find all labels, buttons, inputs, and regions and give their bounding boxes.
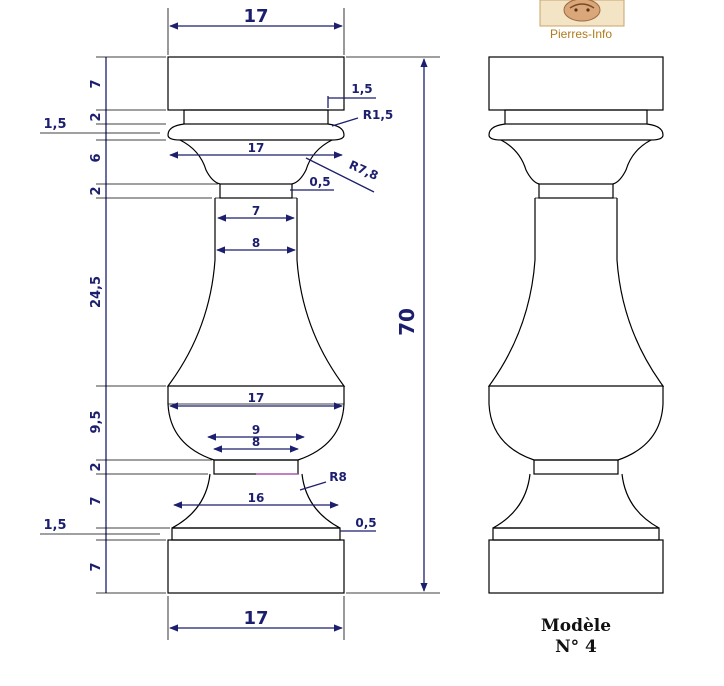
- model-caption: Modèle N° 4: [541, 616, 611, 657]
- dim-top-width: 17: [167, 6, 345, 55]
- svg-text:2: 2: [89, 462, 104, 471]
- svg-text:6: 6: [89, 153, 104, 162]
- svg-text:17: 17: [248, 141, 265, 155]
- svg-text:16: 16: [248, 491, 265, 505]
- svg-text:0,5: 0,5: [355, 516, 376, 530]
- svg-text:17: 17: [243, 608, 268, 629]
- svg-text:8: 8: [252, 236, 260, 250]
- svg-text:1,5: 1,5: [351, 82, 372, 96]
- flare-right: [291, 139, 333, 185]
- caption-line1: Modèle: [541, 616, 611, 636]
- svg-text:2: 2: [89, 186, 104, 195]
- svg-text:17: 17: [248, 391, 265, 405]
- logo-text: Pierres-Info: [550, 27, 612, 41]
- dim-interior: 1,5 R1,5 17 R7,8 0,5 7 8 17 9 8 R8 16: [169, 82, 394, 532]
- lower-ring: [213, 459, 299, 475]
- svg-text:2: 2: [89, 112, 104, 121]
- svg-text:0,5: 0,5: [309, 175, 330, 189]
- svg-text:R8: R8: [329, 470, 347, 484]
- flare-left: [179, 139, 221, 185]
- top-collar: [167, 123, 345, 141]
- svg-text:1,5: 1,5: [43, 117, 66, 132]
- svg-text:70: 70: [395, 308, 419, 336]
- svg-text:9,5: 9,5: [89, 410, 104, 433]
- svg-text:9: 9: [252, 423, 260, 437]
- vase-body: [166, 198, 346, 387]
- svg-text:17: 17: [243, 6, 268, 27]
- svg-text:R7,8: R7,8: [347, 158, 381, 183]
- baluster-plain: [487, 56, 665, 594]
- svg-text:R1,5: R1,5: [363, 108, 394, 122]
- svg-text:8: 8: [252, 435, 260, 449]
- svg-text:7: 7: [252, 204, 260, 218]
- base-step: [171, 527, 341, 541]
- dim-bottom-width: 17: [167, 596, 345, 640]
- svg-text:7: 7: [89, 562, 104, 571]
- baluster-dimensioned: [166, 56, 346, 594]
- svg-text:24,5: 24,5: [89, 276, 104, 308]
- svg-text:7: 7: [89, 496, 104, 505]
- cap-neck: [183, 109, 329, 125]
- cap-block: [167, 56, 345, 111]
- svg-text:1,5: 1,5: [43, 518, 66, 533]
- svg-text:7: 7: [89, 79, 104, 88]
- caption-line2: N° 4: [555, 637, 597, 657]
- pierres-info-logo: Pierres-Info: [539, 0, 625, 41]
- dim-total-height: 70: [346, 56, 440, 594]
- upper-ring: [219, 183, 293, 199]
- base-block: [167, 539, 345, 594]
- dim-vertical-chain: 7 2 1,5 6 2 24,5 9,5 2 7 1,5 7: [40, 56, 218, 594]
